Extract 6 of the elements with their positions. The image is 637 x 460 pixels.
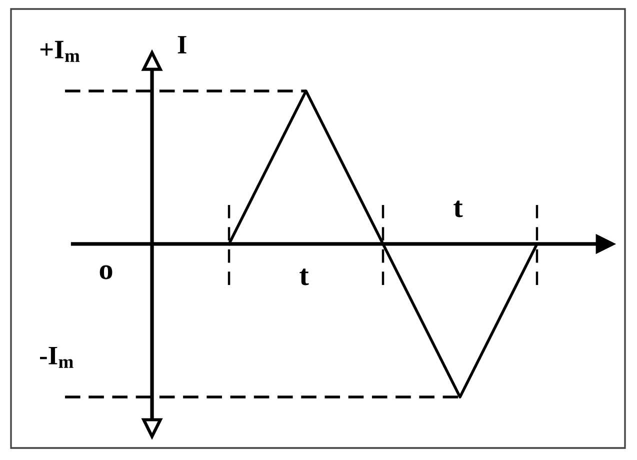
ref-line-label: +I$_{m}$	[40, 40, 80, 62]
annotation: t	[454, 200, 463, 218]
annotation: t	[300, 268, 309, 286]
ref-line-label: -I$_{m}$	[40, 346, 74, 368]
annotation: o	[100, 265, 112, 280]
y-axis-title: I	[178, 36, 186, 54]
